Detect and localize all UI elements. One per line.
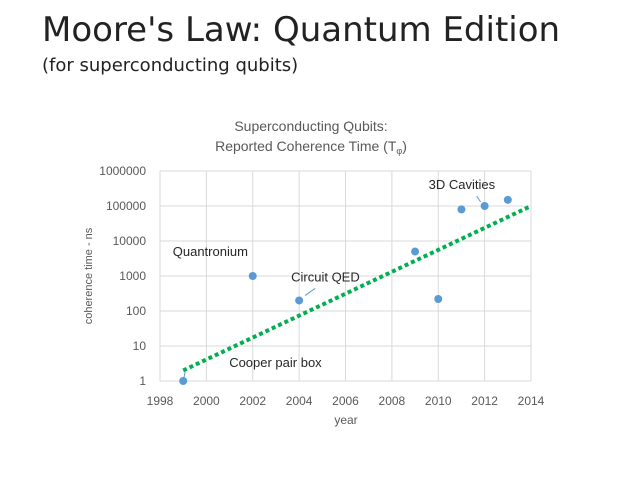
y-tick-label: 1 xyxy=(139,374,146,388)
annotation-label: Cooper pair box xyxy=(229,355,322,370)
annotation-label: 3D Cavities xyxy=(429,177,496,192)
x-tick-label: 1998 xyxy=(147,394,174,408)
annotation-leaders xyxy=(182,195,482,382)
x-tick-label: 2008 xyxy=(379,394,406,408)
annotation-label: Quantronium xyxy=(173,244,248,259)
annotation-leader xyxy=(304,288,316,296)
data-point xyxy=(503,195,512,204)
y-tick-label: 10000 xyxy=(113,234,147,248)
data-point xyxy=(434,295,443,304)
trend-layer xyxy=(182,204,532,373)
data-point xyxy=(248,272,257,280)
chart-title-subscript: φ xyxy=(396,146,402,156)
x-axis-label: year xyxy=(334,413,357,427)
chart-title-main: Reported Coherence Time (T xyxy=(215,138,397,154)
y-tick-label: 1000000 xyxy=(99,164,146,178)
annotation-labels: Cooper pair box Quantronium Circuit QED 3D … xyxy=(173,177,496,370)
data-points xyxy=(179,195,512,385)
x-tick-label: 2006 xyxy=(332,394,359,408)
data-point xyxy=(480,202,489,210)
y-tick-label: 100 xyxy=(126,304,146,318)
data-point xyxy=(179,377,188,385)
x-tick-label: 2000 xyxy=(193,394,220,408)
data-point xyxy=(457,205,466,214)
x-tick-label: 2002 xyxy=(239,394,266,408)
axis-tick-labels: 1998 2000 2002 2004 2006 2008 2010 2012 2014 1 10 1… xyxy=(99,164,544,408)
x-tick-label: 2010 xyxy=(425,394,452,408)
grid-lines xyxy=(159,170,532,382)
x-tick-label: 2012 xyxy=(471,394,498,408)
data-point xyxy=(295,296,304,305)
y-tick-label: 100000 xyxy=(106,199,146,213)
annotation-label: Circuit QED xyxy=(291,269,360,284)
y-axis-label: coherence time - ns xyxy=(83,227,95,324)
x-tick-label: 2004 xyxy=(286,394,313,408)
chart-title-line1: Superconducting Qubits: xyxy=(234,118,387,134)
slide-title: Moore's Law: Quantum Edition xyxy=(42,10,561,50)
y-tick-label: 10 xyxy=(133,339,147,353)
x-tick-label: 2014 xyxy=(518,394,545,408)
trend-line xyxy=(182,204,532,373)
data-point xyxy=(411,247,420,256)
chart-title-end: ) xyxy=(402,138,407,154)
chart-title-line2: Reported Coherence Time (Tφ) xyxy=(215,138,407,156)
annotation-leader xyxy=(476,195,482,203)
y-tick-label: 1000 xyxy=(119,269,146,283)
slide-subtitle: (for superconducting qubits) xyxy=(42,55,299,76)
